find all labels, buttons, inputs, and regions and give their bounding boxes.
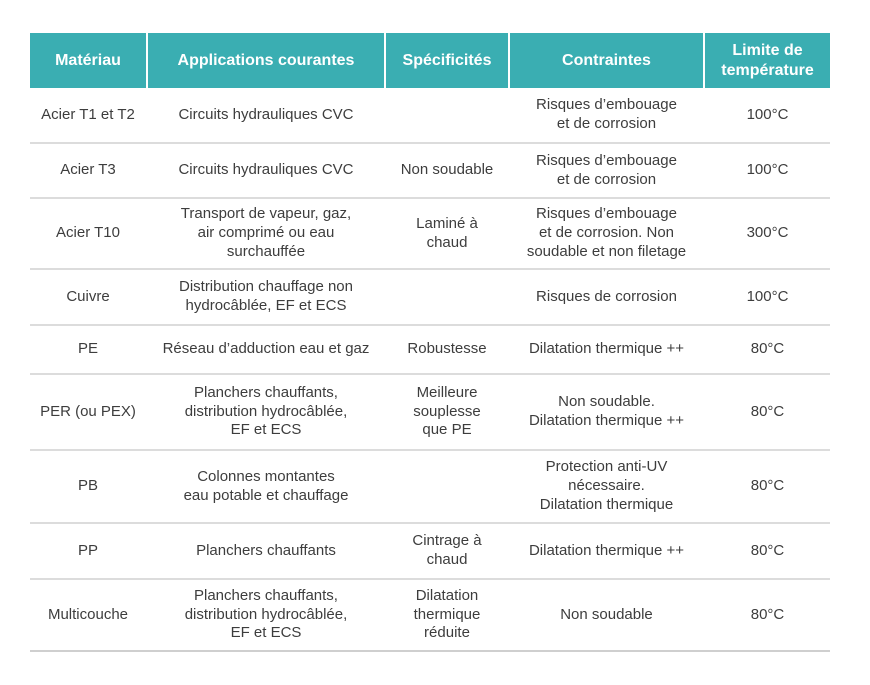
cell-applications: Distribution chauffage non hydrocâblée, … [178,278,353,314]
cell-contraintes: Non soudable [560,605,653,623]
cell-limite-temperature: 80°C [750,402,785,420]
table-row: PE Réseau d’adduction eau et gaz Robuste… [30,326,830,375]
cell-specificites: Meilleure souplesse que PE [413,383,481,439]
header-cell-applications: Applications courantes [148,33,384,88]
cell-specificites: Robustesse [407,340,487,358]
cell-contraintes: Risques d’embouage et de corrosion [536,151,677,188]
header-cell-limite-temperature: Limite de température [705,33,830,88]
cell-contraintes: Risques d’embouage et de corrosion [536,96,677,132]
header-cell-materiau: Matériau [30,33,146,88]
table-header-row: Matériau Applications courantes Spécific… [30,33,830,88]
cell-limite-temperature: 80°C [750,340,785,358]
cell-applications: Planchers chauffants [196,541,336,559]
cell-contraintes: Dilatation thermique ++ [528,340,685,358]
cell-limite-temperature: 80°C [750,541,785,559]
cell-materiau: Acier T10 [56,224,120,242]
header-cell-specificites: Spécificités [386,33,508,88]
cell-materiau: PP [77,541,98,559]
cell-limite-temperature: 80°C [750,605,785,623]
cell-specificites: Laminé à chaud [416,214,478,251]
cell-applications: Circuits hydrauliques CVC [178,161,354,179]
cell-materiau: PB [77,477,98,495]
cell-applications: Colonnes montantes eau potable et chauff… [183,467,349,504]
cell-limite-temperature: 100°C [746,105,789,123]
cell-applications: Planchers chauffants, distribution hydro… [184,383,348,439]
cell-specificites: Cintrage à chaud [412,532,482,568]
cell-applications: Réseau d’adduction eau et gaz [162,340,370,358]
cell-contraintes: Protection anti-UV nécessaire. Dilatatio… [539,458,674,513]
table-row: Acier T1 et T2 Circuits hydrauliques CVC… [30,88,830,144]
table-row: PB Colonnes montantes eau potable et cha… [30,451,830,524]
cell-limite-temperature: 100°C [746,287,789,305]
table-row: Acier T3 Circuits hydrauliques CVC Non s… [30,144,830,199]
cell-contraintes: Dilatation thermique ++ [528,541,685,559]
cell-applications: Planchers chauffants, distribution hydro… [184,586,348,642]
cell-materiau: PER (ou PEX) [40,402,136,420]
cell-materiau: Acier T3 [60,161,116,179]
table-row: Multicouche Planchers chauffants, distri… [30,580,830,652]
cell-materiau: Cuivre [66,287,110,305]
cell-materiau: Multicouche [47,605,129,623]
cell-contraintes: Risques d’embouage et de corrosion. Non … [526,205,687,260]
cell-materiau: Acier T1 et T2 [41,105,135,123]
cell-contraintes: Non soudable. Dilatation thermique ++ [528,393,685,429]
cell-specificites [386,270,508,324]
cell-specificites: Non soudable [400,161,494,179]
materials-table: Matériau Applications courantes Spécific… [30,33,830,652]
cell-specificites: Dilatation thermique réduite [413,586,481,642]
cell-specificites [386,451,508,522]
cell-limite-temperature: 80°C [750,477,785,495]
table-row: PP Planchers chauffants Cintrage à chaud… [30,524,830,580]
table-row: PER (ou PEX) Planchers chauffants, distr… [30,375,830,451]
cell-limite-temperature: 100°C [746,161,789,179]
cell-applications: Transport de vapeur, gaz, air comprimé o… [180,205,352,260]
cell-specificites [386,88,508,142]
table-row: Cuivre Distribution chauffage non hydroc… [30,270,830,326]
cell-applications: Circuits hydrauliques CVC [178,105,354,123]
cell-materiau: PE [77,340,98,358]
table-row: Acier T10 Transport de vapeur, gaz, air … [30,199,830,270]
header-cell-contraintes: Contraintes [510,33,703,88]
cell-contraintes: Risques de corrosion [536,287,677,305]
cell-limite-temperature: 300°C [746,224,789,242]
